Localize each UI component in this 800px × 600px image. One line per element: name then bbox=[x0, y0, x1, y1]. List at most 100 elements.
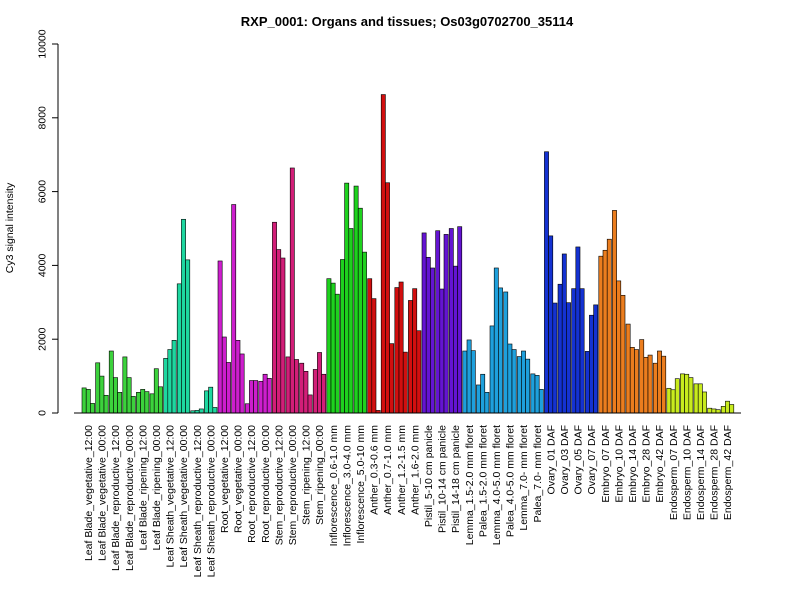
bar bbox=[253, 380, 259, 414]
bar bbox=[498, 287, 503, 414]
x-tick-label: Leaf Blade_ripening_00:00 bbox=[151, 425, 163, 551]
bar bbox=[430, 267, 435, 414]
bar bbox=[344, 182, 350, 414]
y-axis-label: Cy3 signal intensity bbox=[4, 182, 16, 273]
bar bbox=[606, 238, 612, 414]
bar bbox=[402, 351, 408, 414]
bar bbox=[557, 283, 563, 414]
bar bbox=[416, 330, 422, 414]
bar bbox=[317, 352, 322, 414]
x-tick-label: Leaf Sheath_vegetative_12:00 bbox=[165, 425, 177, 568]
bar bbox=[167, 349, 173, 414]
bar bbox=[362, 251, 367, 414]
x-tick-label: Endosperm_42 DAF bbox=[722, 425, 734, 520]
x-tick-label: Ovary_05 DAF bbox=[573, 425, 585, 494]
bar bbox=[571, 288, 577, 414]
bar bbox=[208, 386, 214, 414]
bar bbox=[443, 234, 449, 414]
x-tick-label: Root_reproductive_00:00 bbox=[260, 425, 272, 543]
bar bbox=[612, 210, 617, 414]
bar bbox=[575, 246, 581, 414]
bar bbox=[176, 283, 182, 414]
bar bbox=[99, 375, 105, 414]
x-tick-label: Endosperm_28 DAF bbox=[709, 425, 721, 520]
bar bbox=[136, 392, 141, 414]
bar bbox=[140, 389, 146, 414]
x-tick-label: Palea_4.0-5.0 mm floret bbox=[505, 425, 517, 537]
x-tick-label: Palea_1.5-2.0 mm floret bbox=[477, 425, 489, 537]
bar bbox=[144, 391, 150, 414]
x-tick-label: Inflorescence_3.0-4.0 mm bbox=[341, 425, 353, 547]
bar bbox=[566, 302, 571, 414]
bar bbox=[181, 218, 186, 414]
bar bbox=[435, 230, 441, 414]
bar bbox=[276, 249, 282, 414]
bar bbox=[661, 355, 667, 414]
bar bbox=[643, 356, 649, 414]
bar bbox=[90, 403, 95, 414]
bar bbox=[725, 400, 730, 414]
bar bbox=[680, 373, 685, 414]
bar bbox=[357, 207, 363, 414]
bar bbox=[158, 386, 163, 414]
x-tick-label: Stem_reproductive_12:00 bbox=[273, 425, 285, 545]
bar bbox=[462, 350, 468, 414]
bar bbox=[380, 94, 386, 414]
bar bbox=[530, 373, 536, 414]
bar bbox=[503, 291, 509, 414]
bar bbox=[511, 349, 517, 414]
bar bbox=[421, 232, 427, 414]
x-tick-label: Stem_ripening_00:00 bbox=[314, 425, 326, 525]
x-tick-label: Lemma_1.5-2.0 mm floret bbox=[464, 425, 476, 545]
bar bbox=[534, 375, 540, 414]
bar bbox=[516, 356, 522, 414]
bar bbox=[371, 298, 377, 414]
bar bbox=[593, 304, 599, 414]
x-tick-label: Anther_0.3-0.6 mm bbox=[369, 425, 381, 515]
bar bbox=[457, 226, 463, 414]
bar bbox=[639, 339, 645, 414]
bar bbox=[466, 339, 472, 414]
bar bbox=[226, 362, 231, 414]
bar bbox=[707, 407, 713, 414]
x-tick-label: Embryo_14 DAF bbox=[627, 425, 639, 503]
bar bbox=[303, 370, 309, 414]
x-tick-label: Pistil_14-18 cm panicle bbox=[450, 425, 462, 533]
bar bbox=[249, 380, 254, 414]
bar bbox=[720, 406, 726, 414]
y-axis: 0 2000 4000 6000 8000 10000 bbox=[37, 29, 59, 416]
bar bbox=[552, 302, 558, 414]
x-tick-label: Endosperm_10 DAF bbox=[681, 425, 693, 520]
bar bbox=[185, 259, 191, 414]
bar bbox=[126, 377, 132, 414]
bar bbox=[448, 228, 454, 414]
x-tick-label: Lemma_7.0- mm floret bbox=[518, 425, 530, 531]
bar bbox=[674, 378, 680, 414]
bar bbox=[244, 403, 250, 414]
x-tick-label: Leaf Sheath_reproductive_12:00 bbox=[192, 425, 204, 578]
x-tick-label: Root_reproductive_12:00 bbox=[246, 425, 258, 543]
bar bbox=[729, 404, 735, 414]
bar bbox=[598, 255, 604, 414]
bar bbox=[412, 288, 418, 414]
x-axis-tick-labels: Leaf Blade_vegetative_12:00 Leaf Blade_ve… bbox=[83, 425, 734, 578]
bar bbox=[394, 287, 400, 414]
bar bbox=[652, 362, 658, 414]
bar bbox=[702, 391, 707, 414]
bar bbox=[239, 353, 245, 414]
bar bbox=[711, 408, 717, 414]
bar bbox=[171, 340, 177, 414]
bar bbox=[217, 260, 223, 414]
bar bbox=[258, 380, 264, 414]
bar bbox=[294, 359, 299, 414]
y-tick-label: 8000 bbox=[37, 106, 49, 130]
bar bbox=[480, 373, 486, 414]
x-tick-label: Stem_ripening_12:00 bbox=[301, 425, 313, 525]
bar bbox=[625, 323, 631, 414]
bar bbox=[262, 373, 268, 414]
x-tick-label: Embryo_07 DAF bbox=[600, 425, 612, 503]
bar-series bbox=[81, 94, 735, 414]
bar bbox=[149, 393, 155, 414]
bar bbox=[340, 259, 345, 414]
x-tick-label: Leaf Blade_vegetative_00:00 bbox=[97, 425, 109, 561]
